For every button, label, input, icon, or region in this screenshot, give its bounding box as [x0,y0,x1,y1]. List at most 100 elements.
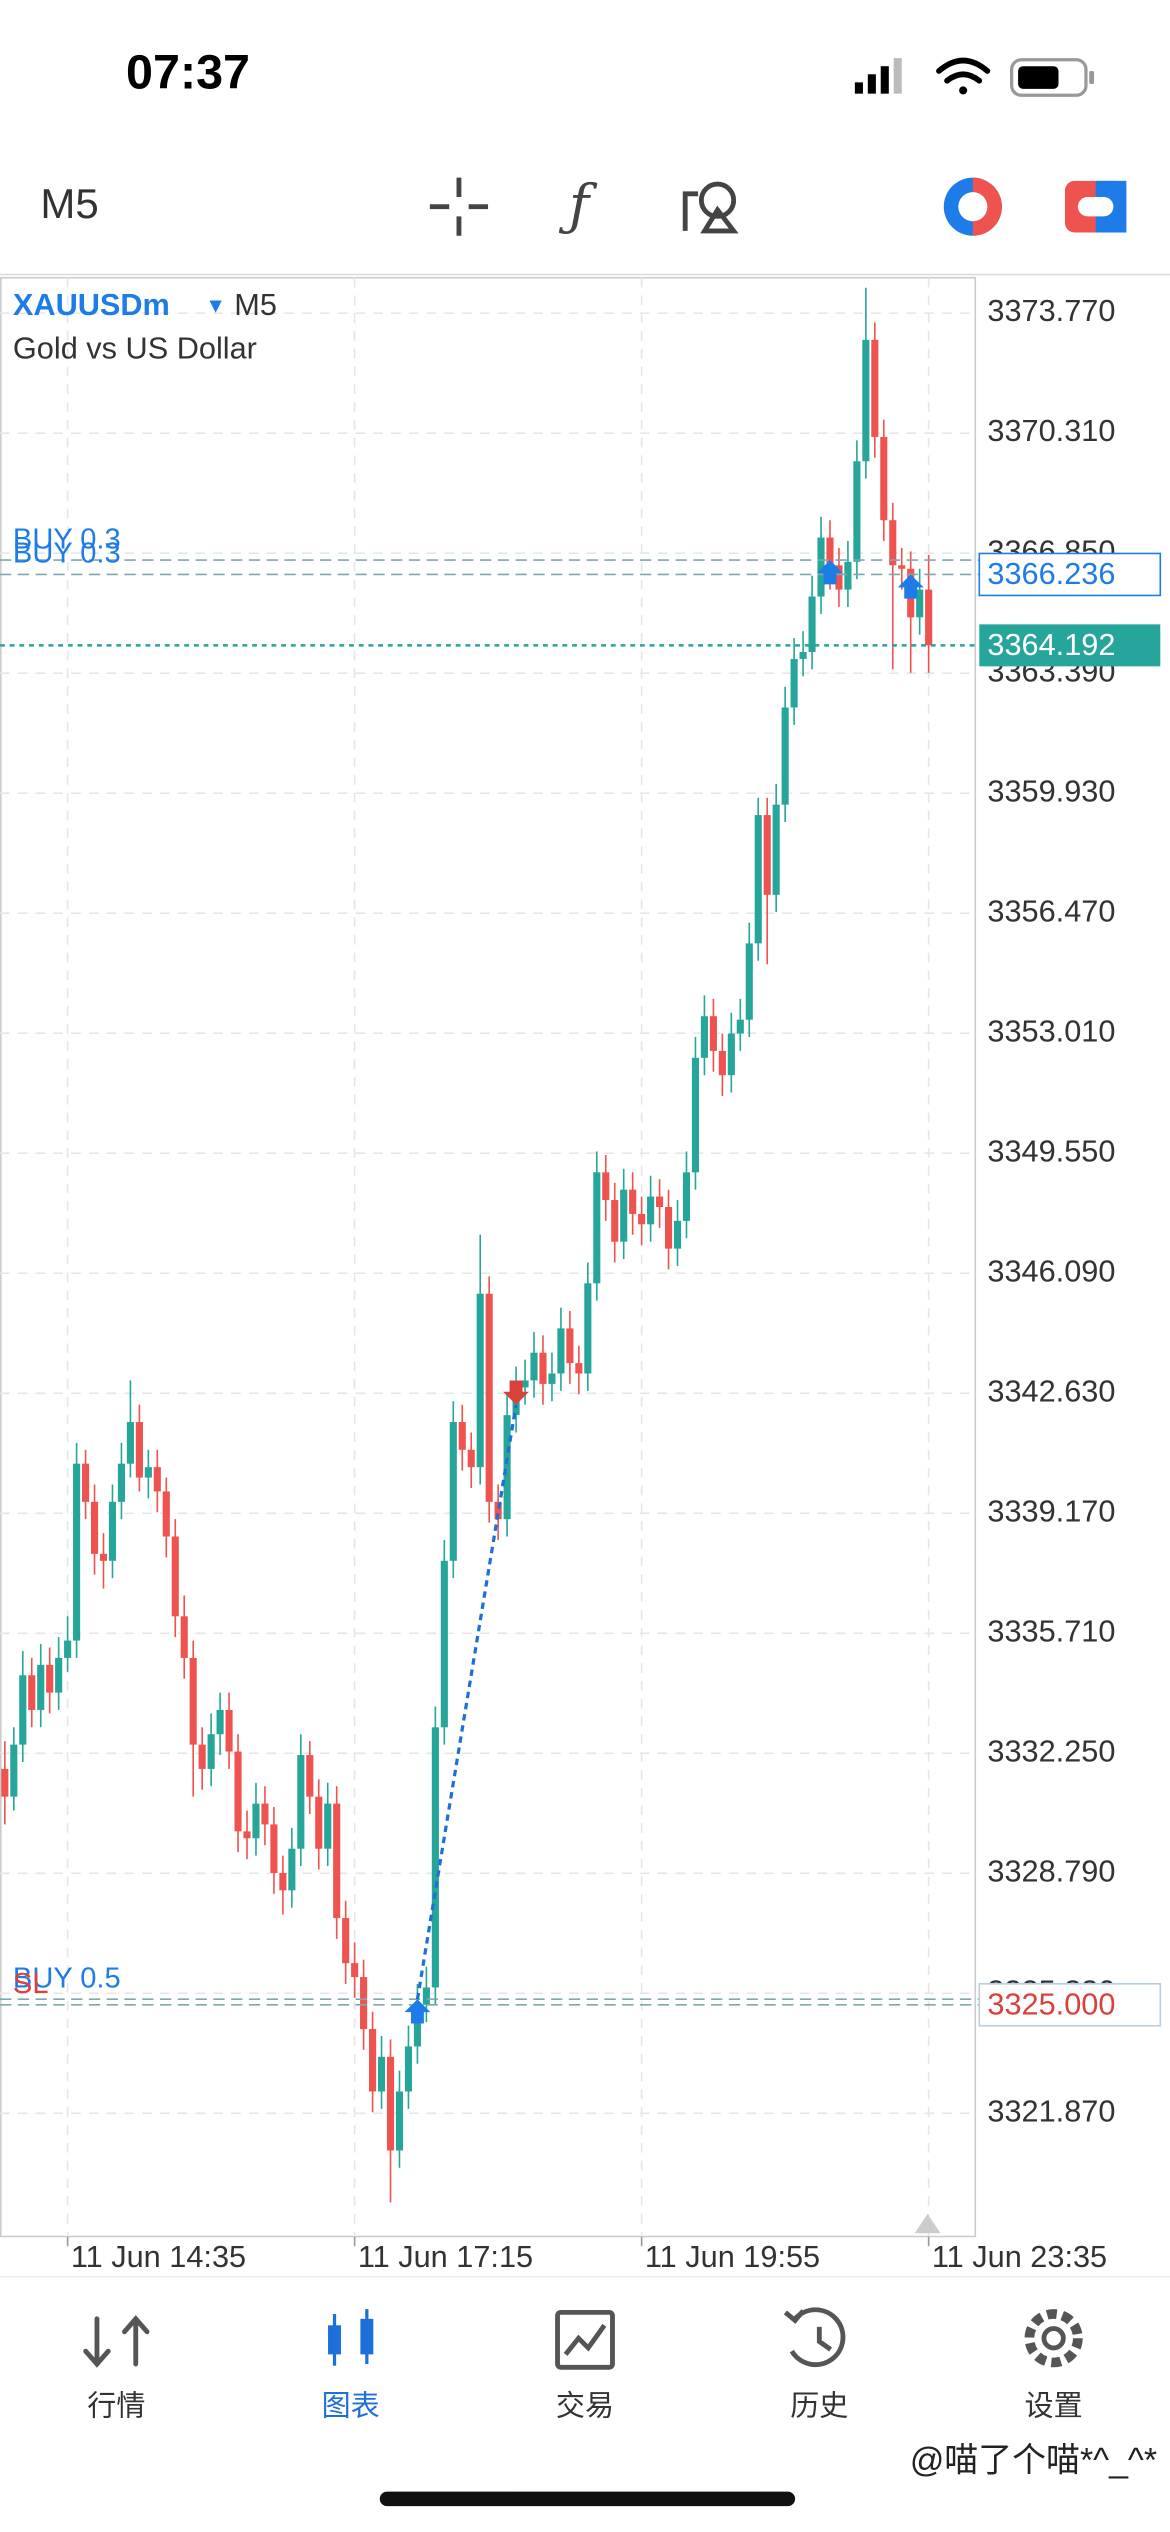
candle-body [306,1755,314,1797]
nav-label[interactable]: 历史 [790,2389,848,2422]
trade-link [415,1404,518,2000]
candle-body [135,1422,143,1478]
candle-body [279,1872,287,1891]
candle-body [808,596,816,653]
candle-body [871,339,879,437]
candle-body [297,1755,305,1849]
candle-body [19,1675,27,1745]
candle-body [682,1172,691,1221]
trade-marker [897,574,924,599]
candle-body [503,1415,511,1520]
price-line-label: BUY 0.3 [13,538,121,570]
candle-body [37,1664,45,1710]
candle-body [584,1283,592,1374]
candle-body [117,1463,125,1502]
candle-body [611,1200,619,1242]
candle-body [458,1422,466,1450]
candle-body [333,1803,341,1919]
candle-body [431,1727,439,1988]
x-tick-label: 11 Jun 23:35 [932,2239,1107,2274]
settings-icon [1024,2309,1083,2368]
nav-label[interactable]: 交易 [556,2389,614,2422]
chart-icon [328,2309,374,2366]
candle-body [629,1189,637,1214]
y-tick-label: 3346.090 [987,1253,1115,1288]
candle-body [90,1501,99,1554]
candle-body [270,1824,278,1873]
candle-body [745,943,753,1020]
candle-body [656,1196,664,1207]
candle-body [216,1709,224,1735]
candle-body [108,1501,117,1561]
y-tick-label: 3359.930 [987,773,1115,808]
candle-body [73,1463,81,1641]
candle-body [467,1449,475,1468]
candle-body [369,2029,377,2092]
candle-body [46,1664,54,1693]
crosshair-button[interactable] [429,177,489,236]
y-tick-label: 3339.170 [987,1493,1115,1528]
candle-body [351,1963,359,1978]
candle-body [189,1657,197,1745]
price-line-label: BUY 0.3 [13,523,121,555]
trade-marker [817,560,843,585]
trade-signals-button[interactable] [943,177,1002,236]
candle-body [55,1657,63,1693]
y-tick-label: 3349.550 [987,1133,1115,1168]
y-tick-label: 3328.790 [987,1853,1115,1888]
chart-shift-marker [914,2213,941,2234]
price-box [978,552,1162,597]
chart-timeframe: M5 [234,287,277,322]
price-box [978,1982,1162,2027]
candle-body [826,537,834,566]
price-line-label: SL [13,1968,49,2000]
nav-label[interactable]: 图表 [322,2389,380,2422]
x-tick-label: 11 Jun 19:55 [645,2239,820,2274]
candle-body [548,1373,556,1384]
candle-body [844,561,852,590]
candle-body [925,589,933,646]
quotes-icon [83,2315,150,2368]
candle-body [862,339,870,462]
candle-body [288,1848,296,1891]
candle-body [772,804,780,895]
candle-body [566,1328,574,1364]
candle-body [557,1328,565,1374]
candle-body [207,1734,215,1769]
candle-body [700,1016,708,1058]
candle-body [799,652,807,659]
candle-body [727,1033,735,1076]
one-click-button[interactable] [1064,180,1127,233]
nav-label[interactable]: 行情 [87,2389,145,2422]
candle-body [790,658,798,708]
symbol[interactable]: XAUUSDm [13,287,170,322]
objects-button[interactable] [682,181,739,234]
y-tick-label: 3353.010 [987,1013,1115,1048]
nav-label[interactable]: 设置 [1025,2390,1083,2422]
candle-body [817,537,825,597]
price-box-label: 3366.236 [987,556,1115,591]
candle-body [234,1751,242,1832]
y-tick-label: 3373.770 [987,293,1115,328]
candle-body [709,1016,717,1051]
candle-body [889,520,897,566]
symbol-dropdown[interactable]: ▼ [205,294,226,317]
candle-body [593,1172,601,1284]
candle-body [602,1172,610,1201]
timeframe-button[interactable]: M5 [40,180,98,227]
candle-body [261,1803,269,1825]
candle-body [673,1220,682,1249]
status-time: 07:37 [126,46,250,100]
candle-body [718,1050,726,1076]
candle-body [342,1918,350,1964]
candle-body [144,1467,152,1478]
x-tick-label: 11 Jun 17:15 [358,2239,533,2274]
nav-icons [83,2307,1083,2370]
candle-body [99,1553,108,1561]
candle-body [647,1196,655,1225]
candle-body [691,1057,700,1173]
candle-body [10,1744,18,1797]
current-price-label: 3364.192 [987,627,1115,662]
candle-body [575,1363,583,1374]
